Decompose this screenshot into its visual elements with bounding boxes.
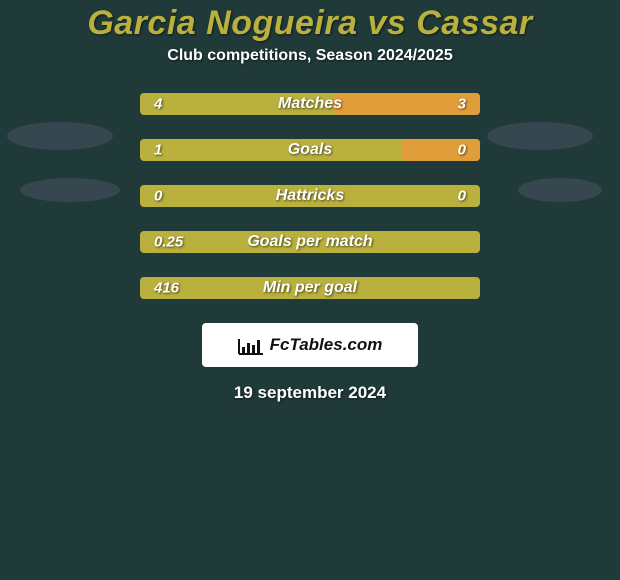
stat-value-right: 3 xyxy=(458,96,466,113)
stat-value-right: 0 xyxy=(458,188,466,205)
fctables-logo: FcTables.com xyxy=(202,323,418,367)
stat-label: Goals per match xyxy=(140,233,480,251)
player-placeholder-oval xyxy=(20,178,120,202)
stat-row: Goals1 0 xyxy=(140,139,480,161)
player-placeholder-oval xyxy=(7,122,113,150)
stats-comparison-card: Garcia Nogueira vs Cassar Club competiti… xyxy=(0,0,620,580)
stat-label: Hattricks xyxy=(140,187,480,205)
stat-value-left: 0 xyxy=(154,188,162,205)
stat-row: Min per goal416 xyxy=(140,277,480,299)
logo-text: FcTables.com xyxy=(270,335,383,355)
page-title: Garcia Nogueira vs Cassar xyxy=(0,4,620,43)
stat-value-left: 1 xyxy=(154,142,162,159)
stat-value-left: 0.25 xyxy=(154,234,183,251)
date-text: 19 september 2024 xyxy=(0,383,620,403)
stat-value-left: 416 xyxy=(154,280,179,297)
stat-row: Matches4 3 xyxy=(140,93,480,115)
subtitle: Club competitions, Season 2024/2025 xyxy=(0,47,620,65)
bar-chart-icon xyxy=(238,335,264,355)
stat-row: Goals per match0.25 xyxy=(140,231,480,253)
stat-value-right: 0 xyxy=(458,142,466,159)
stat-row: Hattricks0 0 xyxy=(140,185,480,207)
player-placeholder-oval xyxy=(518,178,602,202)
player-placeholder-oval xyxy=(487,122,593,150)
stat-label: Goals xyxy=(140,141,480,159)
stat-label: Matches xyxy=(140,95,480,113)
stat-value-left: 4 xyxy=(154,96,162,113)
stat-label: Min per goal xyxy=(140,279,480,297)
